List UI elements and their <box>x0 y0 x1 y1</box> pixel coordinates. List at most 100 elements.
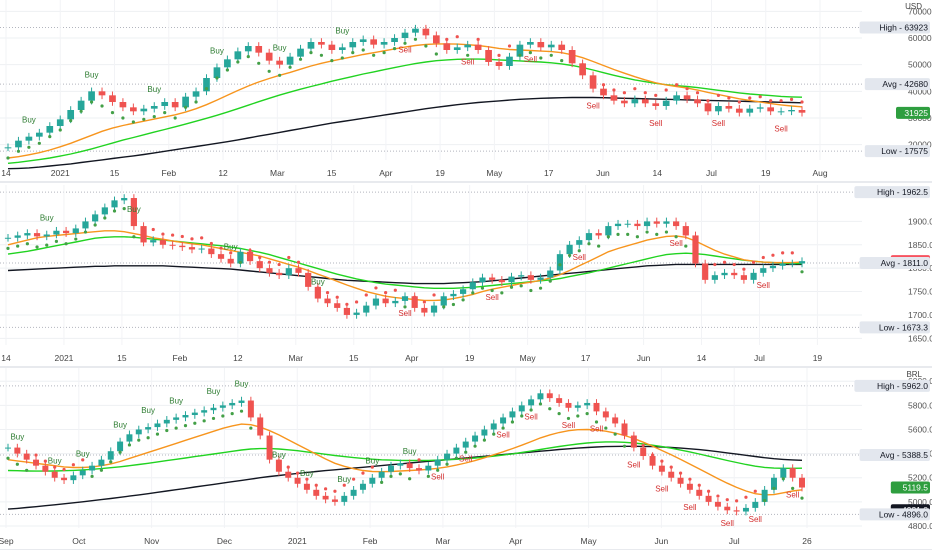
ma-black-line <box>7 263 802 285</box>
sar-dot <box>645 230 649 234</box>
currency-label: USD <box>905 2 922 11</box>
x-tick-label: 12 <box>218 168 228 178</box>
candle-body <box>682 226 689 236</box>
avg-badge <box>859 449 930 462</box>
sar-dot <box>480 286 485 290</box>
sell-signal-label: Sell <box>757 281 771 290</box>
sar-dot <box>380 480 384 484</box>
candle-body <box>42 465 49 472</box>
candle-body <box>213 67 221 78</box>
sar-dot <box>529 408 533 412</box>
candle-body <box>566 244 573 255</box>
candle-body <box>631 99 639 104</box>
sar-dot <box>6 246 10 251</box>
candle-body <box>518 405 525 412</box>
sar-dot <box>100 104 104 108</box>
x-tick-label: 15 <box>327 168 337 178</box>
candle-body <box>244 46 252 52</box>
candle-body <box>297 48 304 57</box>
candle-body <box>508 276 515 283</box>
sar-dot <box>309 51 313 55</box>
candle-body <box>387 465 394 472</box>
sar-dot <box>664 88 668 92</box>
candle-body <box>576 240 583 245</box>
candle-body <box>652 103 660 106</box>
candle-body <box>769 265 777 269</box>
candle-body <box>443 43 451 50</box>
y-tick-label: 4800.0 <box>908 521 932 531</box>
candle-body <box>761 489 768 502</box>
sar-dot <box>230 411 234 416</box>
candle-body <box>179 245 186 248</box>
high-badge-label: High - 5962.0 <box>877 381 928 391</box>
candle-body <box>163 419 170 424</box>
candle-body <box>101 207 108 215</box>
buy-signal-label: Buy <box>22 116 36 125</box>
candle-body <box>453 47 461 50</box>
sar-dot <box>725 498 729 502</box>
candle-body <box>173 417 180 420</box>
candle-body <box>109 95 116 102</box>
candle-body <box>621 100 628 104</box>
candle-body <box>401 32 409 38</box>
candle-body <box>490 423 497 430</box>
avg-badge-label: Avg - 5388.5 <box>880 450 928 460</box>
sar-dot <box>121 116 125 120</box>
candle-body <box>789 263 796 265</box>
sar-dot <box>103 216 107 220</box>
sar-dot <box>161 232 165 236</box>
sar-dot <box>15 462 19 466</box>
sar-dot <box>735 499 739 503</box>
candle-body <box>219 405 226 408</box>
high-badge <box>859 21 930 34</box>
sar-dot <box>751 260 756 264</box>
candle-body <box>472 435 479 442</box>
sar-dot <box>669 465 673 469</box>
candle-body <box>24 233 31 236</box>
sar-dot <box>342 483 346 487</box>
candle-body <box>595 233 602 236</box>
buy-signal-label: Buy <box>365 457 379 466</box>
x-tick-label: 19 <box>435 168 445 178</box>
x-tick-label: May <box>520 353 537 363</box>
candle-body <box>229 402 236 406</box>
candle-body <box>4 147 12 149</box>
sar-dot <box>352 477 356 481</box>
sar-dot <box>650 453 655 457</box>
ma-green-line <box>7 441 803 472</box>
sar-dot <box>16 244 20 248</box>
candle-body <box>624 223 631 225</box>
candle-body <box>565 402 572 408</box>
sar-dot <box>361 48 365 52</box>
candle-body <box>201 410 208 413</box>
x-tick-label: Jun <box>637 353 651 363</box>
candle-body <box>630 435 637 448</box>
candle-body <box>401 296 409 301</box>
candle-body <box>696 489 703 496</box>
candle-body <box>777 111 785 113</box>
sar-dot <box>295 471 300 475</box>
sar-dot <box>286 465 290 469</box>
candle-body <box>422 28 430 36</box>
sell-signal-label: Sell <box>573 253 587 262</box>
sar-dot <box>585 411 589 416</box>
sell-signal-label: Sell <box>590 424 604 433</box>
sar-dot <box>451 302 456 307</box>
sar-dot <box>267 69 271 73</box>
sar-dot <box>497 53 501 57</box>
y-tick-label: 50000 <box>908 60 932 70</box>
x-tick-label: Jul <box>754 353 765 363</box>
candle-body <box>735 108 743 113</box>
candle-body <box>752 501 759 508</box>
sar-dot <box>325 291 330 295</box>
y-tick-label: 1900.0 <box>908 216 932 226</box>
candle-body <box>767 107 775 112</box>
low-badge <box>864 145 930 158</box>
candle-body <box>430 305 438 313</box>
x-tick-label: May <box>581 536 598 546</box>
y-tick-label: 1700.0 <box>908 310 932 320</box>
sar-dot <box>633 87 637 91</box>
sar-dot <box>403 41 407 45</box>
candle-body <box>25 136 33 141</box>
sar-dot <box>675 83 679 87</box>
